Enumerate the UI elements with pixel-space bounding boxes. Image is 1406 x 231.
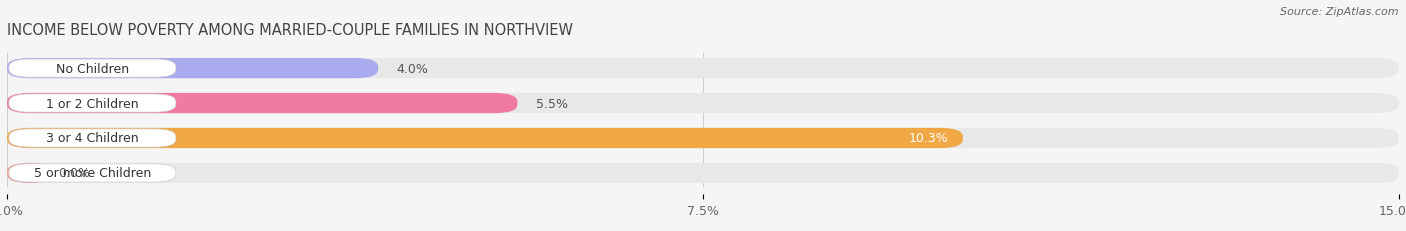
Text: 1 or 2 Children: 1 or 2 Children bbox=[46, 97, 139, 110]
Text: INCOME BELOW POVERTY AMONG MARRIED-COUPLE FAMILIES IN NORTHVIEW: INCOME BELOW POVERTY AMONG MARRIED-COUPL… bbox=[7, 23, 574, 38]
Text: 5.5%: 5.5% bbox=[536, 97, 568, 110]
FancyBboxPatch shape bbox=[7, 94, 517, 114]
FancyBboxPatch shape bbox=[8, 164, 176, 182]
FancyBboxPatch shape bbox=[8, 60, 176, 78]
FancyBboxPatch shape bbox=[7, 59, 1399, 79]
FancyBboxPatch shape bbox=[7, 128, 1399, 149]
FancyBboxPatch shape bbox=[8, 94, 176, 113]
FancyBboxPatch shape bbox=[7, 163, 53, 183]
FancyBboxPatch shape bbox=[7, 59, 378, 79]
Text: 0.0%: 0.0% bbox=[58, 167, 90, 180]
Text: 10.3%: 10.3% bbox=[910, 132, 949, 145]
FancyBboxPatch shape bbox=[7, 128, 963, 149]
Text: 5 or more Children: 5 or more Children bbox=[34, 167, 150, 180]
FancyBboxPatch shape bbox=[8, 129, 176, 147]
FancyBboxPatch shape bbox=[7, 94, 1399, 114]
Text: 3 or 4 Children: 3 or 4 Children bbox=[46, 132, 139, 145]
FancyBboxPatch shape bbox=[7, 163, 1399, 183]
Text: No Children: No Children bbox=[56, 62, 129, 75]
Text: 4.0%: 4.0% bbox=[396, 62, 429, 75]
Text: Source: ZipAtlas.com: Source: ZipAtlas.com bbox=[1281, 7, 1399, 17]
